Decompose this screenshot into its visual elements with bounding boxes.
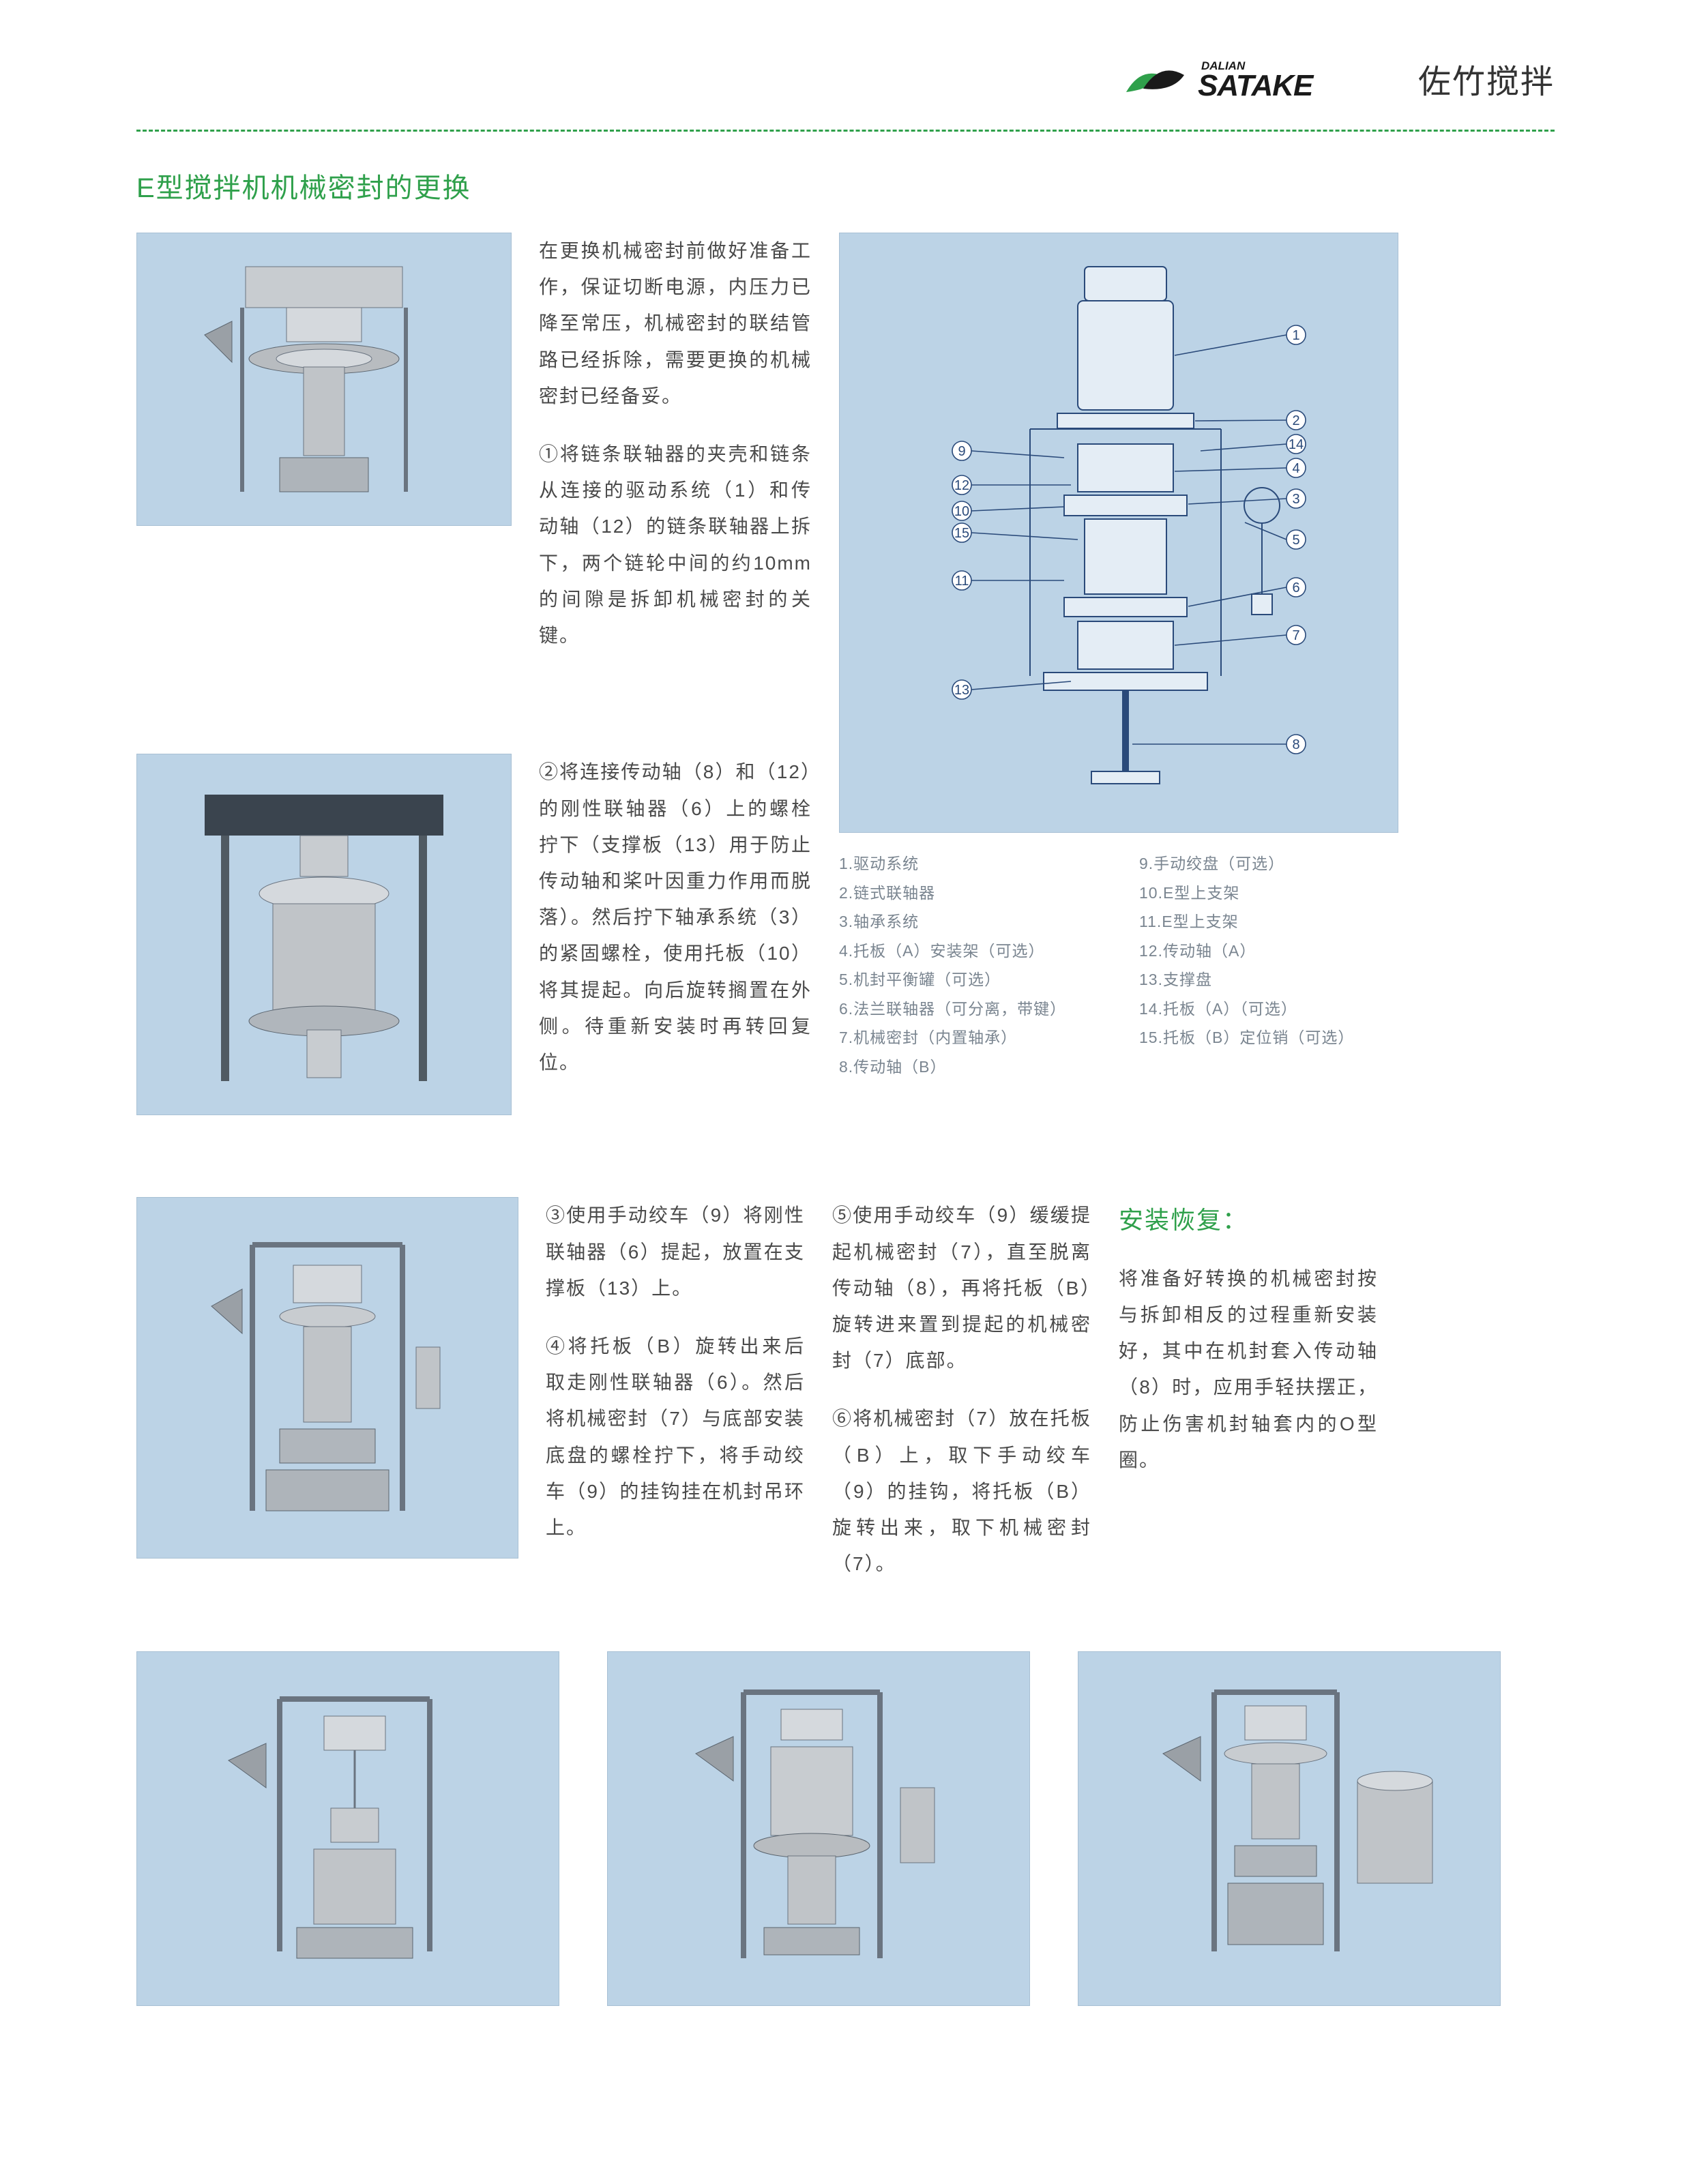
step-photo-6 — [1078, 1651, 1501, 2006]
legend-item: 2.链式联轴器 — [839, 879, 1098, 908]
legend-item: 10.E型上支架 — [1139, 879, 1398, 908]
svg-text:13: 13 — [954, 683, 969, 698]
diagram-legend: 1.驱动系统2.链式联轴器3.轴承系统4.托板（A）安装架（可选）5.机封平衡罐… — [839, 849, 1398, 1081]
legend-item: 4.托板（A）安装架（可选） — [839, 936, 1098, 966]
svg-text:SATAKE: SATAKE — [1198, 69, 1314, 102]
install-title: 安装恢复： — [1119, 1197, 1378, 1243]
legend-item: 7.机械密封（内置轴承） — [839, 1023, 1098, 1052]
legend-item: 12.传动轴（A） — [1139, 936, 1398, 966]
svg-text:9: 9 — [958, 444, 965, 459]
svg-text:8: 8 — [1292, 737, 1299, 752]
legend-item: 8.传动轴（B） — [839, 1052, 1098, 1082]
svg-text:3: 3 — [1292, 492, 1299, 507]
legend-item: 15.托板（B）定位销（可选） — [1139, 1023, 1398, 1052]
step56-text: ⑤使用手动绞车（9）缓缓提起机械密封（7），直至脱离传动轴（8），再将托板（B）… — [832, 1197, 1091, 1604]
step5-paragraph: ⑤使用手动绞车（9）缓缓提起机械密封（7），直至脱离传动轴（8），再将托板（B）… — [832, 1197, 1091, 1378]
svg-text:10: 10 — [954, 504, 969, 519]
svg-text:7: 7 — [1292, 628, 1299, 643]
step2-paragraph: ②将连接传动轴（8）和（12）的刚性联轴器（6）上的螺栓拧下（支撑板（13）用于… — [539, 754, 812, 1080]
legend-item: 9.手动绞盘（可选） — [1139, 849, 1398, 879]
brand-header: DALIAN SATAKE 佐竹搅拌 — [136, 55, 1555, 102]
legend-item: 6.法兰联轴器（可分离，带键） — [839, 994, 1098, 1024]
legend-right-column: 9.手动绞盘（可选）10.E型上支架11.E型上支架12.传动轴（A）13.支撑… — [1139, 849, 1398, 1081]
step-photo-5 — [607, 1651, 1030, 2006]
page-title: E型搅拌机机械密封的更换 — [136, 166, 1555, 205]
step4-paragraph: ④将托板（B）旋转出来后取走刚性联轴器（6）。然后将机械密封（7）与底部安装底盘… — [546, 1328, 805, 1546]
step6-paragraph: ⑥将机械密封（7）放在托板（B）上，取下手动绞车（9）的挂钩，将托板（B）旋转出… — [832, 1400, 1091, 1582]
svg-text:6: 6 — [1292, 580, 1299, 595]
legend-item: 1.驱动系统 — [839, 849, 1098, 879]
install-text: 安装恢复： 将准备好转换的机械密封按与拆卸相反的过程重新安装好，其中在机封套入传… — [1119, 1197, 1378, 1500]
intro-step1-text: 在更换机械密封前做好准备工作，保证切断电源，内压力已降至常压，机械密封的联结管路… — [539, 233, 812, 675]
step1-paragraph: ①将链条联轴器的夹壳和链条从连接的驱动系统（1）和传动轴（12）的链条联轴器上拆… — [539, 436, 812, 653]
step-photo-3 — [136, 1197, 518, 1559]
row-2: ③使用手动绞车（9）将刚性联轴器（6）提起，放置在支撑板（13）上。 ④将托板（… — [136, 1197, 1555, 1604]
svg-text:4: 4 — [1292, 461, 1299, 476]
svg-text:2: 2 — [1292, 413, 1299, 428]
diagram-column: 9 12 10 15 11 13 1 2 14 4 3 5 6 7 — [839, 233, 1398, 1081]
svg-text:1: 1 — [1292, 328, 1299, 343]
legend-item: 5.机封平衡罐（可选） — [839, 965, 1098, 994]
intro-paragraph: 在更换机械密封前做好准备工作，保证切断电源，内压力已降至常压，机械密封的联结管路… — [539, 233, 812, 414]
step3-paragraph: ③使用手动绞车（9）将刚性联轴器（6）提起，放置在支撑板（13）上。 — [546, 1197, 805, 1306]
exploded-diagram: 9 12 10 15 11 13 1 2 14 4 3 5 6 7 — [839, 233, 1398, 833]
step34-text: ③使用手动绞车（9）将刚性联轴器（6）提起，放置在支撑板（13）上。 ④将托板（… — [546, 1197, 805, 1567]
header-divider — [136, 130, 1555, 132]
install-body: 将准备好转换的机械密封按与拆卸相反的过程重新安装好，其中在机封套入传动轴（8）时… — [1119, 1260, 1378, 1478]
satake-logo-icon: DALIAN SATAKE — [1119, 55, 1406, 102]
step-photo-4 — [136, 1651, 559, 2006]
brand-cn-label: 佐竹搅拌 — [1418, 55, 1555, 102]
legend-item: 3.轴承系统 — [839, 907, 1098, 936]
svg-text:11: 11 — [955, 574, 969, 589]
step2-text: ②将连接传动轴（8）和（12）的刚性联轴器（6）上的螺栓拧下（支撑板（13）用于… — [539, 754, 812, 1102]
svg-text:15: 15 — [954, 526, 969, 541]
bottom-photo-row — [136, 1651, 1555, 2006]
legend-left-column: 1.驱动系统2.链式联轴器3.轴承系统4.托板（A）安装架（可选）5.机封平衡罐… — [839, 849, 1098, 1081]
svg-text:5: 5 — [1292, 533, 1299, 548]
legend-item: 14.托板（A）（可选） — [1139, 994, 1398, 1024]
legend-item: 13.支撑盘 — [1139, 965, 1398, 994]
step-photo-2 — [136, 754, 512, 1115]
legend-item: 11.E型上支架 — [1139, 907, 1398, 936]
svg-text:14: 14 — [1289, 437, 1304, 452]
svg-text:12: 12 — [954, 478, 969, 493]
step-photo-1 — [136, 233, 512, 526]
